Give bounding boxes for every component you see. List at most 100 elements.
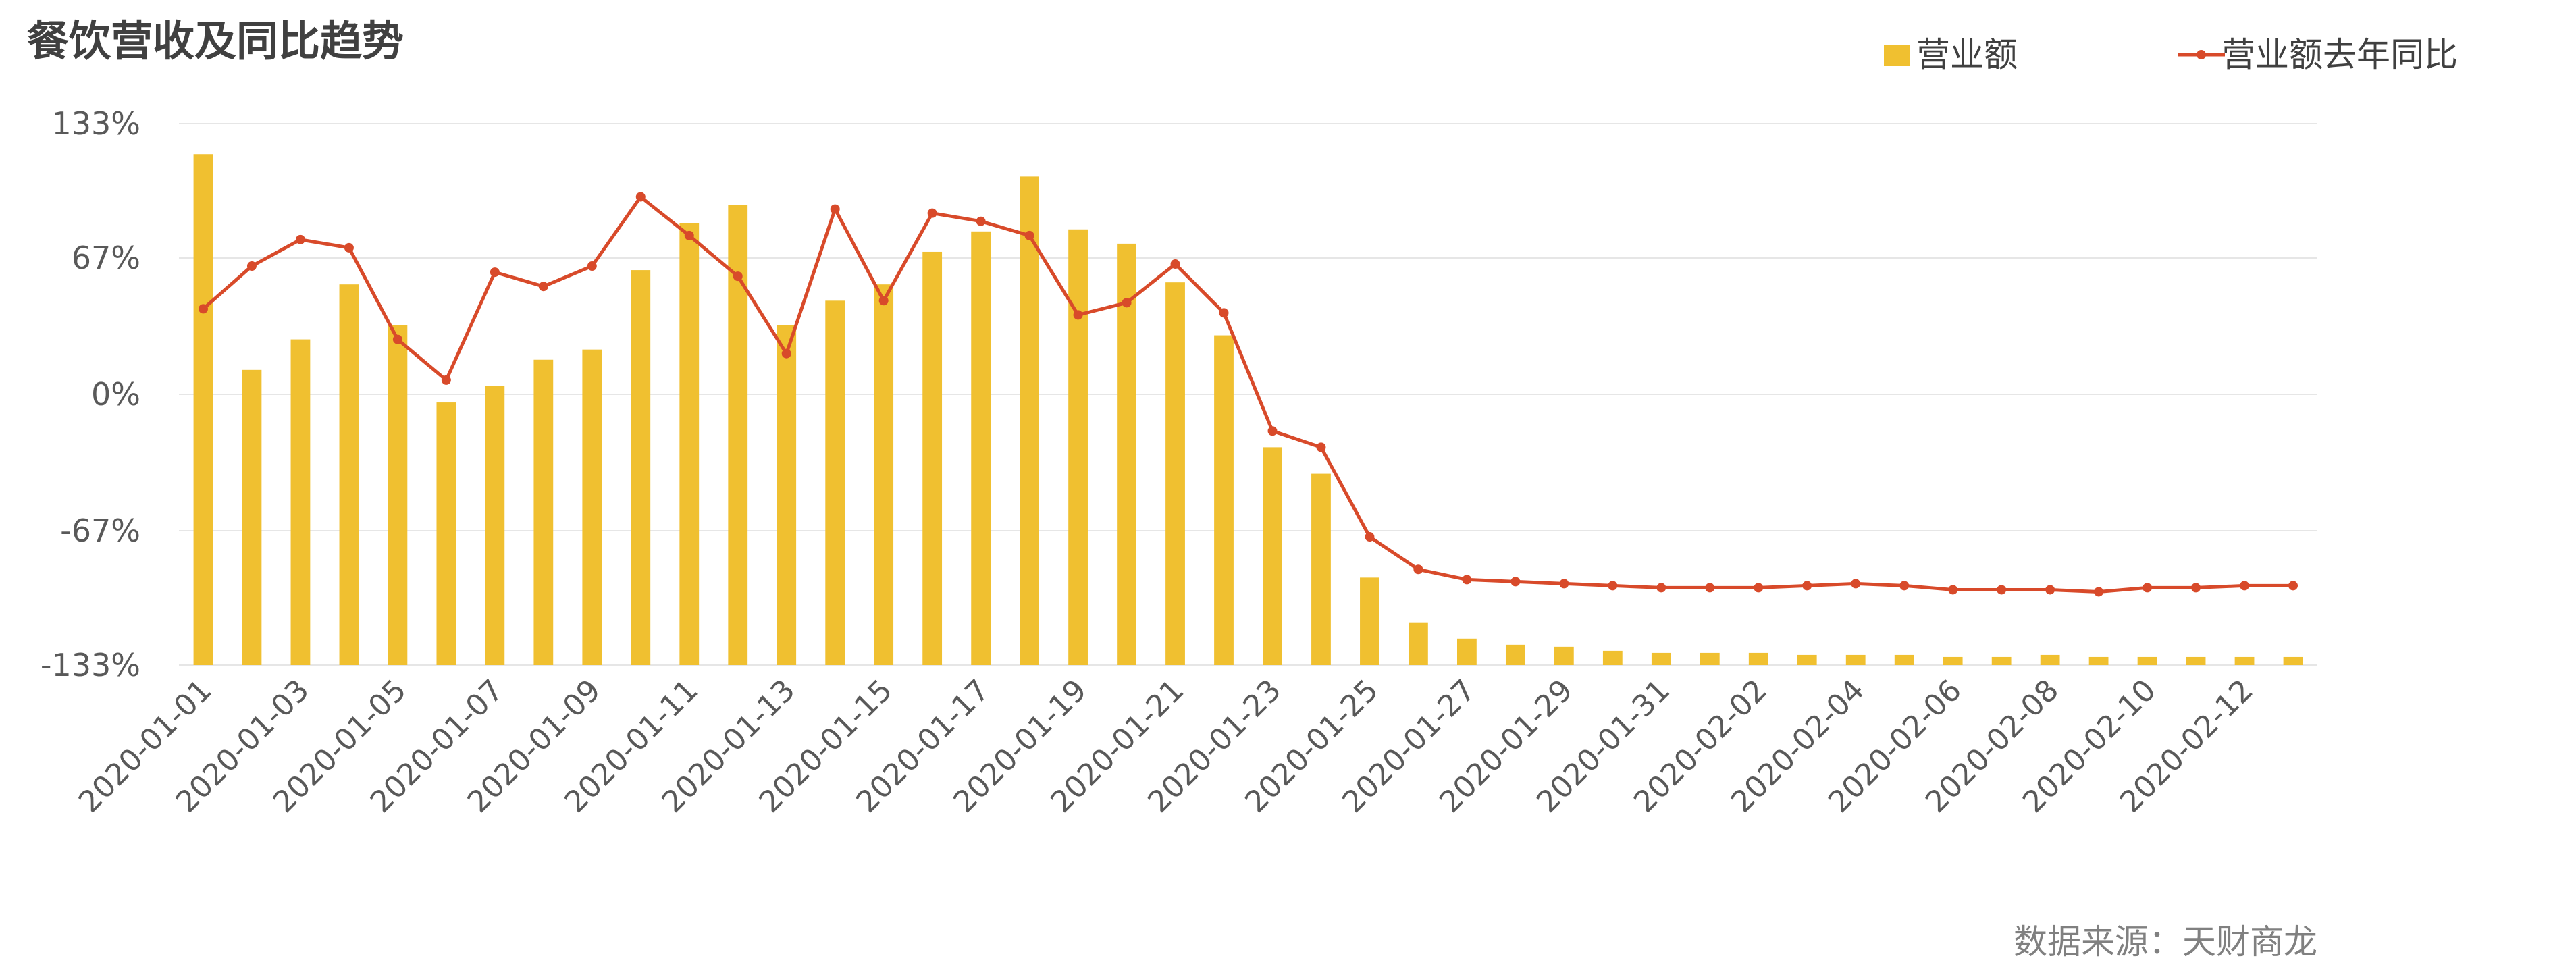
x-axis-ticks: 2020-01-012020-01-032020-01-052020-01-07…	[72, 673, 2260, 820]
bar	[1457, 638, 1477, 665]
bar	[1894, 654, 1914, 665]
bar	[1409, 622, 1428, 665]
line-point	[684, 230, 694, 240]
line-point	[295, 234, 305, 244]
line-point	[733, 271, 743, 282]
bar	[2186, 656, 2206, 665]
line-point	[1510, 577, 1521, 587]
line-series	[198, 192, 2298, 597]
line-point	[2094, 587, 2104, 597]
bar	[1602, 650, 1623, 665]
bar	[193, 154, 213, 665]
line-point	[1122, 298, 1132, 308]
bar	[1505, 644, 1525, 665]
bar	[1165, 282, 1185, 665]
line-point	[1462, 575, 1472, 585]
line-point	[1316, 442, 1326, 452]
legend-swatch-line-marker	[2197, 50, 2206, 59]
bar	[1020, 176, 1039, 665]
bar	[485, 386, 505, 665]
bar	[1360, 577, 1379, 665]
bar	[1651, 652, 1671, 665]
legend-swatch-bar	[1884, 45, 1910, 66]
bar	[728, 205, 748, 665]
legend-label-bar: 营业额	[1916, 35, 2018, 74]
bar	[1700, 652, 1720, 665]
line-point	[246, 261, 257, 271]
line-point	[1656, 583, 1666, 593]
line-point	[1170, 259, 1180, 269]
line-point	[344, 242, 354, 253]
bar	[1991, 656, 2012, 665]
bar	[777, 325, 797, 665]
bar	[1263, 447, 1282, 665]
bar	[922, 251, 943, 665]
bar	[1943, 656, 1963, 665]
line-point	[976, 216, 986, 226]
line-point	[1219, 308, 1229, 318]
line-point	[1705, 583, 1715, 593]
line-point	[392, 334, 402, 344]
line-point	[1899, 581, 1910, 591]
line-point	[1608, 581, 1618, 591]
y-tick-label: -133%	[41, 647, 140, 683]
bar	[874, 284, 894, 665]
line-point	[2143, 583, 2153, 593]
line-point	[1413, 564, 1423, 575]
bar	[1068, 229, 1088, 665]
line-point	[490, 267, 500, 278]
line-point	[1997, 585, 2007, 595]
bar	[1748, 652, 1768, 665]
bar	[1311, 473, 1331, 665]
chart-title: 餐饮营收及同比趋势	[27, 16, 404, 65]
legend: 营业额 营业额去年同比	[1884, 35, 2458, 74]
bar	[1214, 335, 1234, 665]
line-point	[878, 296, 889, 306]
line-point	[1851, 579, 1861, 589]
line-point	[927, 208, 937, 218]
bar	[1117, 243, 1136, 665]
line-point	[635, 192, 646, 202]
line-point	[2045, 585, 2055, 595]
y-tick-label: -67%	[60, 512, 140, 549]
bar	[533, 359, 554, 665]
line-point	[1024, 230, 1034, 240]
line-point	[587, 261, 597, 271]
bar	[2040, 654, 2060, 665]
line-point	[2191, 583, 2201, 593]
bar	[1554, 646, 1574, 665]
y-tick-label: 133%	[51, 105, 140, 142]
bar	[2137, 656, 2157, 665]
bar	[339, 284, 359, 665]
line-point	[1073, 310, 1083, 320]
bar	[388, 325, 408, 665]
line-point	[1365, 532, 1375, 542]
bar	[2234, 656, 2255, 665]
line-point	[1267, 426, 1278, 436]
y-axis-ticks: 133% 67% 0% -67% -133%	[41, 105, 140, 683]
line-point	[2240, 581, 2250, 591]
line-point	[198, 304, 208, 314]
bar	[679, 223, 700, 666]
bar	[1845, 654, 1866, 665]
bar	[2088, 656, 2109, 665]
legend-label-line: 营业额去年同比	[2222, 35, 2458, 74]
bar	[631, 270, 651, 665]
line-point	[538, 282, 548, 292]
line-point	[1802, 581, 1812, 591]
line-point	[2288, 581, 2298, 591]
bar	[290, 339, 311, 665]
bar	[825, 300, 845, 666]
line-point	[441, 375, 451, 385]
line-point	[1948, 585, 1958, 595]
bar	[1797, 654, 1817, 665]
bar	[242, 369, 262, 665]
line-point	[1559, 579, 1569, 589]
bar	[436, 402, 456, 665]
bar	[2283, 656, 2303, 665]
line-point	[830, 204, 840, 214]
line-path	[202, 195, 2294, 594]
line-point	[1754, 583, 1764, 593]
line-point	[781, 348, 791, 359]
